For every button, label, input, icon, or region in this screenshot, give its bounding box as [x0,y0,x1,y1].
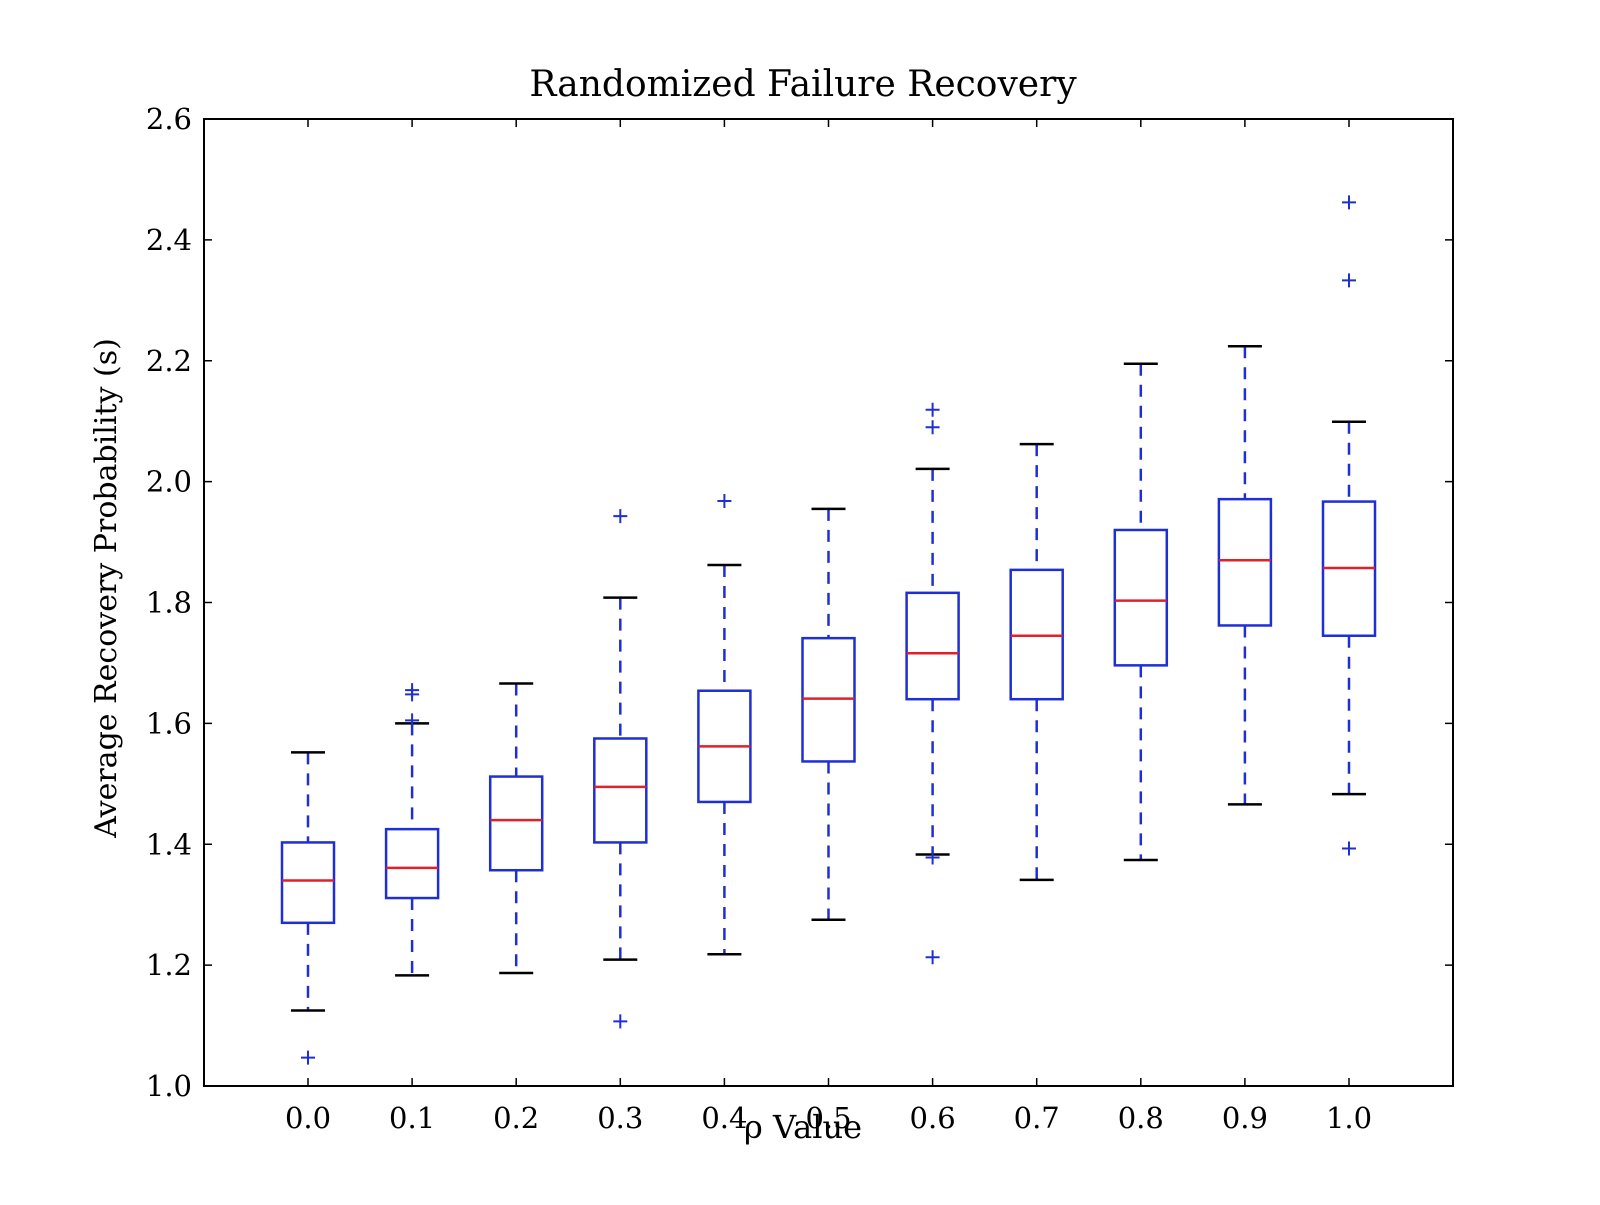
x-tick-label: 1.0 [1326,1101,1372,1135]
x-tick-label: 0.9 [1222,1101,1268,1135]
outlier-marker [925,402,940,417]
box-iqr [593,737,648,844]
y-tick-label: 2.2 [146,344,192,378]
outlier-marker [925,420,940,435]
x-axis-label: ρ Value [744,1108,862,1146]
outlier-marker [1342,195,1356,210]
outlier-marker [613,509,628,524]
outlier-marker [717,493,732,508]
x-tick-label: 0.7 [1014,1101,1060,1135]
outlier-marker [301,1050,315,1065]
outlier-marker [405,683,420,698]
x-tick-label: 0.5 [805,1101,851,1135]
x-tick-label: 0.4 [701,1101,747,1135]
chart-title: Randomized Failure Recovery [529,64,1077,105]
y-tick-label: 1.6 [146,706,192,740]
x-tick-label: 0.8 [1118,1101,1164,1135]
y-tick-label: 1.0 [146,1069,192,1103]
y-tick-label: 1.2 [146,948,192,982]
outlier-marker [613,1014,628,1029]
outlier-marker [925,950,940,965]
box-iqr [280,841,336,925]
y-tick-label: 2.6 [146,102,192,136]
plot-area: 1.0 1.2 1.4 1.6 1.8 2.0 2.2 2.4 2.6 0.0 0.1 0.2 0.3 0… [146,102,1454,1135]
box-iqr [1113,528,1169,667]
box-iqr [488,775,544,872]
x-tick-label: 0.1 [389,1101,435,1135]
x-tick-label: 0.0 [285,1101,331,1135]
box-iqr [905,591,960,701]
outlier-marker [925,850,940,865]
outlier-marker [1342,273,1356,288]
y-axis-label: Average Recovery Probability (s) [89,338,124,839]
box-iqr [1217,497,1273,627]
box-iqr [384,827,440,900]
x-tick-label: 0.3 [597,1101,643,1135]
y-tick-label: 2.4 [146,223,192,257]
y-tick-label: 2.0 [146,465,192,499]
y-tick-label: 1.8 [146,586,192,620]
y-tick-label: 1.4 [146,827,192,861]
outlier-marker [1342,841,1356,856]
x-tick-label: 0.6 [910,1101,956,1135]
outlier-marker [405,713,420,728]
x-tick-label: 0.2 [493,1101,539,1135]
